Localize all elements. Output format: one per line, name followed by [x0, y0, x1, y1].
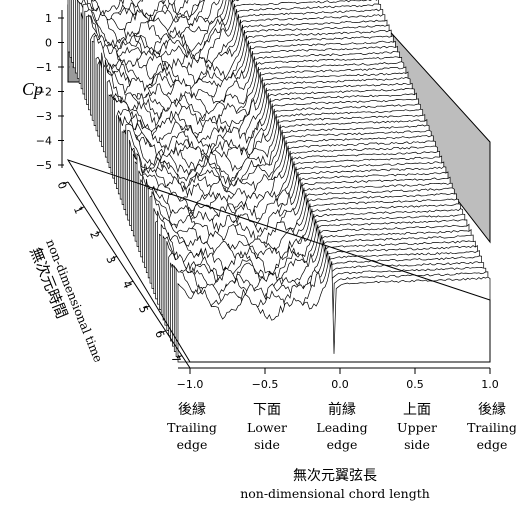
x-category: 上面 Upper side [397, 402, 437, 452]
x-tick-label: −0.5 [252, 378, 279, 391]
y-tick-label: −5 [36, 159, 52, 172]
floor-front [66, 159, 491, 363]
y-tick-label: −1 [36, 61, 52, 74]
time-slices [67, 0, 491, 363]
x-category-en1: Lower [247, 420, 287, 435]
x-category-ja: 前縁 [328, 401, 356, 418]
x-category: 後縁 Trailing edge [467, 402, 516, 452]
x-axis-ticks: −1.0 −0.5 0.0 0.5 1.0 [177, 368, 499, 391]
y-axis-label: Cp [22, 79, 43, 99]
x-tick-label: 0.5 [406, 378, 424, 391]
x-category-en2: side [404, 437, 430, 452]
x-category-ja: 上面 [403, 402, 431, 418]
z-tick-label: 6 [152, 329, 167, 340]
z-tick-mark [111, 255, 117, 259]
z-tick-mark [95, 231, 101, 235]
x-category-en1: Upper [397, 420, 437, 435]
z-axis-line [67, 181, 191, 369]
x-category-en2: edge [177, 437, 208, 452]
x-category-en2: side [254, 437, 280, 452]
z-axis-ticks: 0 1 2 3 4 5 6 7 [55, 180, 184, 365]
x-category-en1: Trailing [467, 420, 516, 435]
x-category-en2: edge [327, 437, 358, 452]
x-category: 前縁 Leading edge [316, 401, 367, 452]
x-axis-title-en: non-dimensional chord length [240, 486, 430, 501]
y-tick-label: −2 [36, 86, 52, 99]
x-category: 下面 Lower side [247, 402, 287, 452]
z-tick-label: 5 [136, 304, 151, 315]
x-tick-label: −1.0 [177, 378, 204, 391]
x-category-ja: 後縁 [178, 402, 206, 418]
z-tick-mark [79, 206, 85, 210]
z-tick-mark [144, 305, 150, 309]
x-category-ja: 後縁 [478, 402, 506, 418]
z-tick-label: 4 [120, 279, 135, 290]
x-axis-title-ja: 無次元翼弦長 [293, 468, 377, 484]
x-tick-label: 0.0 [331, 378, 349, 391]
z-tick-label: 7 [168, 353, 183, 364]
x-category-en1: Trailing [167, 420, 217, 435]
y-tick-label: 1 [45, 12, 52, 25]
z-tick-label: 3 [103, 254, 118, 265]
y-tick-label: −4 [36, 135, 52, 148]
z-tick-label: 1 [71, 205, 86, 216]
y-axis-ticks: 1 0 −1 −2 −3 −4 −5 [36, 12, 64, 172]
z-tick-mark [160, 330, 166, 334]
z-axis-title: 無次元時間 non-dimensional time [26, 237, 105, 364]
x-tick-label: 1.0 [481, 378, 499, 391]
z-tick-label: 2 [87, 229, 102, 240]
x-category-en1: Leading [316, 420, 367, 435]
z-tick-label: 0 [55, 180, 70, 191]
z-tick-mark [176, 355, 183, 359]
time-slice-59 [177, 261, 491, 363]
z-tick-mark [127, 280, 134, 284]
x-category-ja: 下面 [253, 402, 281, 418]
x-categories: 後縁 Trailing edge 下面 Lower side 前縁 Leading edge 上面… [167, 401, 516, 452]
x-category: 後縁 Trailing edge [167, 402, 217, 452]
y-tick-label: 0 [45, 37, 52, 50]
y-tick-label: −3 [36, 110, 52, 123]
z-tick-mark [62, 181, 69, 185]
x-category-en2: edge [477, 437, 508, 452]
